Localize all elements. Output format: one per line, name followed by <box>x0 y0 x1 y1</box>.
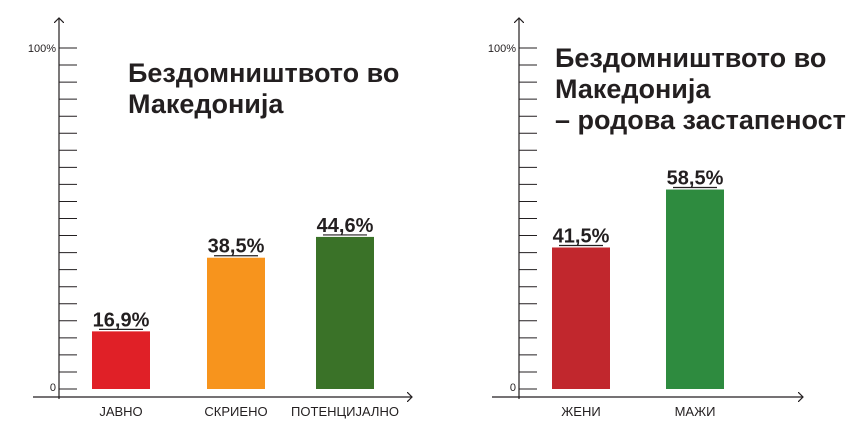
value-label: 16,9% <box>93 309 150 331</box>
category-label: ЖЕНИ <box>561 404 600 419</box>
category-label: ЈАВНО <box>99 404 142 419</box>
category-label: СКРИЕНО <box>204 404 267 419</box>
y-tick-label-top: 100% <box>28 43 56 55</box>
bar <box>666 189 724 389</box>
bar <box>207 257 265 389</box>
bar <box>92 331 150 389</box>
value-label: 41,5% <box>553 225 610 247</box>
chart-title-line: Бездомништвото во <box>128 58 399 88</box>
chart-title-line: Бездомништвото во <box>555 43 826 73</box>
value-label: 44,6% <box>317 215 374 237</box>
category-label: ПОТЕНЦИЈАЛНО <box>291 404 399 419</box>
y-tick-label-bottom: 0 <box>50 382 56 394</box>
chart-title-line: Македонија <box>128 89 284 119</box>
value-label: 38,5% <box>208 236 265 258</box>
value-label: 58,5% <box>667 168 724 190</box>
category-label: МАЖИ <box>675 404 716 419</box>
chart-title-line: – родова застапеност <box>555 105 846 135</box>
bar <box>552 247 610 389</box>
y-tick-label-bottom: 0 <box>510 382 516 394</box>
y-tick-label-top: 100% <box>488 43 516 55</box>
bar <box>316 236 374 389</box>
chart-title-line: Македонија <box>555 74 711 104</box>
